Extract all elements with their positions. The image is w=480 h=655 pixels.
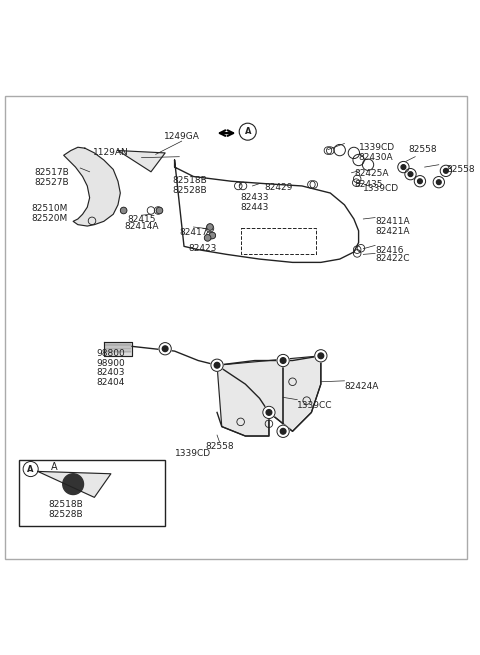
Text: 82433
82443: 82433 82443	[240, 193, 269, 212]
Circle shape	[418, 179, 422, 183]
Text: A: A	[244, 127, 251, 136]
Text: 82425A
82435: 82425A 82435	[354, 170, 388, 189]
Text: 82417: 82417	[179, 229, 208, 237]
Circle shape	[444, 168, 448, 173]
Text: 82517B
82527B: 82517B 82527B	[35, 168, 69, 187]
Text: 82558: 82558	[408, 145, 437, 154]
Text: 1339CD
82430A: 1339CD 82430A	[359, 143, 395, 162]
Text: 82558: 82558	[205, 441, 234, 451]
Text: 82422C: 82422C	[375, 254, 409, 263]
Circle shape	[63, 474, 84, 495]
Circle shape	[162, 346, 168, 352]
Circle shape	[211, 359, 223, 371]
Text: 1339CC: 1339CC	[297, 401, 333, 409]
Text: 82518B
82528B: 82518B 82528B	[172, 176, 207, 195]
Text: 1249GA: 1249GA	[164, 132, 200, 141]
Circle shape	[315, 350, 327, 362]
Circle shape	[436, 180, 441, 185]
Text: 82510M
82520M: 82510M 82520M	[31, 204, 68, 223]
Polygon shape	[38, 472, 111, 497]
Circle shape	[408, 172, 413, 176]
Text: 82558: 82558	[446, 164, 475, 174]
Circle shape	[207, 224, 213, 231]
Text: 82416: 82416	[375, 246, 404, 255]
Circle shape	[277, 425, 289, 438]
Text: 1339CD: 1339CD	[363, 183, 399, 193]
Text: 82403
82404: 82403 82404	[96, 367, 125, 387]
Text: 82423: 82423	[189, 244, 217, 253]
FancyBboxPatch shape	[19, 460, 165, 526]
Text: 82429: 82429	[264, 183, 293, 192]
Text: 98800
98900: 98800 98900	[96, 348, 125, 368]
Text: 82415: 82415	[127, 215, 156, 224]
Circle shape	[209, 232, 216, 239]
Text: 82414A: 82414A	[124, 222, 159, 231]
Circle shape	[318, 353, 324, 359]
Text: 82518B
82528B: 82518B 82528B	[48, 500, 84, 519]
Circle shape	[204, 234, 211, 241]
Polygon shape	[64, 147, 120, 226]
Circle shape	[280, 358, 286, 364]
Circle shape	[401, 164, 406, 170]
Circle shape	[159, 343, 171, 355]
Circle shape	[120, 207, 127, 214]
Circle shape	[277, 354, 289, 367]
Circle shape	[263, 406, 275, 419]
Circle shape	[280, 428, 286, 434]
Text: 82424A: 82424A	[345, 382, 379, 391]
Text: 1129AN: 1129AN	[93, 147, 129, 157]
Text: 1339CD: 1339CD	[175, 449, 212, 458]
Circle shape	[266, 409, 272, 415]
Text: A: A	[27, 464, 34, 474]
Polygon shape	[217, 356, 321, 436]
Polygon shape	[118, 151, 165, 172]
Text: 82411A
82421A: 82411A 82421A	[375, 217, 410, 236]
Circle shape	[214, 362, 220, 368]
Polygon shape	[104, 342, 132, 356]
Text: A: A	[51, 462, 58, 472]
Circle shape	[156, 207, 163, 214]
